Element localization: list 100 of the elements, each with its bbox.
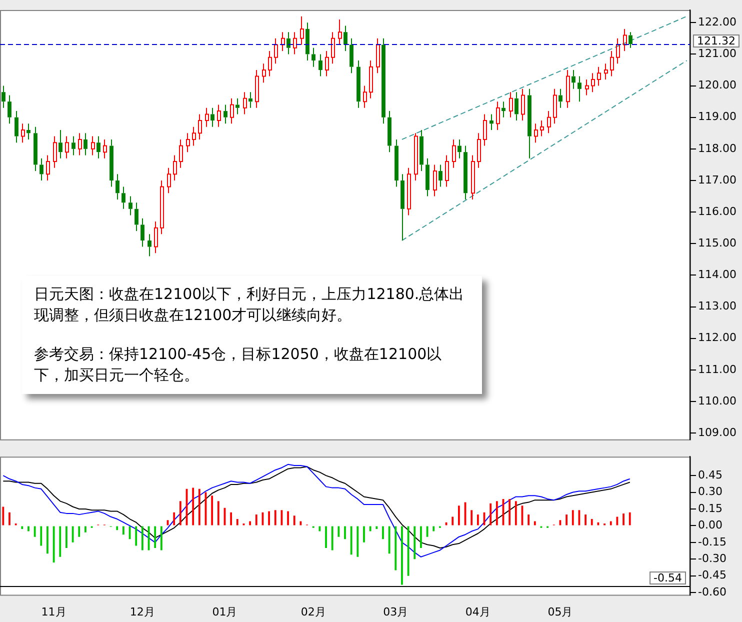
ref-line-label: -0.54	[654, 571, 682, 584]
candlestick	[65, 136, 69, 159]
candlestick	[623, 28, 627, 52]
y-tick-label: 109.00	[698, 426, 736, 439]
x-tick-label: 02月	[300, 605, 326, 618]
y-tick-label: 110.00	[698, 394, 736, 408]
y-tick-label: 119.00	[698, 110, 736, 124]
candlestick	[616, 38, 620, 64]
candlestick	[471, 154, 475, 200]
candlestick	[160, 180, 164, 235]
candlestick	[452, 138, 456, 168]
x-tick-label: 03月	[383, 605, 408, 618]
candlestick	[534, 123, 538, 144]
x-tick-label: 11月	[41, 605, 66, 618]
candlestick	[514, 92, 518, 122]
candlestick	[236, 98, 240, 115]
candlestick	[540, 120, 544, 137]
candlestick	[578, 76, 582, 102]
y-tick-label: 111.00	[698, 362, 736, 376]
y-tick-label: 112.00	[698, 331, 736, 344]
candlestick	[458, 138, 462, 159]
y-tick-label: 0.30	[698, 485, 722, 498]
candlestick	[572, 69, 576, 90]
candlestick	[286, 32, 290, 55]
candlestick	[154, 221, 158, 254]
candlestick	[26, 123, 30, 140]
candlestick	[140, 218, 144, 248]
x-tick-label: 04月	[465, 605, 490, 618]
candlestick	[40, 158, 44, 181]
candlestick	[483, 114, 487, 146]
y-tick-label: -0.30	[698, 552, 726, 565]
candlestick	[344, 25, 348, 52]
candlestick	[243, 92, 247, 115]
candlestick	[268, 50, 272, 77]
candlestick	[58, 129, 62, 159]
candlestick	[116, 174, 120, 200]
candlestick	[230, 98, 234, 124]
candlestick	[338, 18, 342, 46]
candlestick	[490, 114, 494, 130]
candlestick	[96, 136, 100, 159]
candlestick	[255, 69, 259, 108]
candlestick	[400, 174, 404, 241]
candlestick	[173, 154, 177, 181]
candlestick	[205, 107, 209, 128]
candlestick	[84, 132, 88, 156]
candlestick	[128, 196, 132, 216]
candlestick	[502, 101, 506, 118]
candlestick	[350, 38, 354, 74]
y-tick-label: 115.00	[698, 236, 736, 250]
candlestick	[300, 16, 304, 46]
y-tick-label: -0.15	[698, 535, 726, 548]
y-tick-label: 118.00	[698, 142, 736, 155]
candlestick	[78, 132, 82, 156]
candlestick	[363, 85, 367, 108]
candlestick	[438, 164, 442, 188]
candlestick	[274, 38, 278, 64]
candlestick	[306, 22, 310, 62]
y-tick-label: 122.00	[698, 15, 736, 28]
annotation: 日元天图：收盘在12100以下，利好日元，上压力12180.总体出现调整，但须日收盘在12100才可以继续向好。	[34, 284, 466, 326]
candlestick	[433, 164, 437, 197]
y-tick-label: 0.00	[698, 518, 722, 532]
candlestick	[464, 145, 468, 200]
candlestick	[134, 202, 138, 232]
candlestick	[628, 32, 632, 48]
candlestick	[394, 138, 398, 188]
y-tick-label: -0.45	[698, 568, 726, 582]
candlestick	[167, 167, 171, 194]
candlestick	[103, 138, 107, 159]
candlestick	[53, 136, 57, 168]
candlestick	[356, 60, 360, 108]
candlestick	[34, 126, 38, 172]
candlestick	[281, 32, 285, 52]
y-tick-label: 121.00	[698, 47, 736, 60]
candlestick	[224, 104, 228, 124]
candlestick	[610, 50, 614, 77]
candlestick	[110, 138, 114, 188]
candlestick	[509, 92, 513, 118]
candlestick	[407, 167, 411, 216]
candlestick	[325, 50, 329, 77]
y-tick-label: -0.60	[698, 585, 726, 598]
candlestick	[91, 136, 95, 156]
candlestick	[14, 110, 18, 144]
candlestick	[414, 132, 418, 181]
y-tick-label: 116.00	[698, 204, 736, 218]
candlestick	[376, 38, 380, 74]
candlestick	[521, 88, 525, 122]
candlestick	[122, 186, 126, 210]
candlestick	[369, 60, 373, 99]
candlestick	[198, 114, 202, 140]
candlestick	[46, 154, 50, 181]
candlestick	[21, 123, 25, 144]
candlestick	[318, 54, 322, 77]
y-tick-label: 114.00	[698, 268, 736, 282]
candlestick	[426, 158, 430, 197]
candlestick	[186, 132, 190, 153]
candlestick	[262, 63, 266, 84]
x-tick-label: 01月	[212, 605, 238, 618]
y-tick-label: 0.45	[698, 468, 722, 482]
candlestick	[558, 88, 562, 108]
candlestick	[591, 72, 595, 93]
